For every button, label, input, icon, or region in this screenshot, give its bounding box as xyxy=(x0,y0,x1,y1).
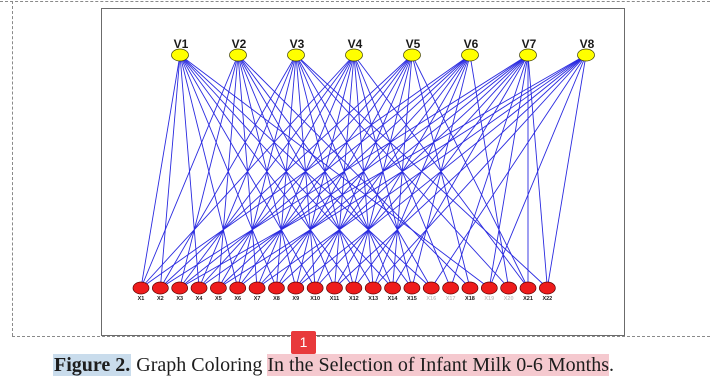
bottom-node-x10 xyxy=(306,281,324,295)
figure-caption: Figure 2. Graph Coloring In the Selectio… xyxy=(53,352,614,378)
top-node-v5 xyxy=(403,48,421,62)
figure-graph-frame: V1 V2 V3 V4 V5 V6 V7 V8 X1 X2 X3 X4 X5 X6 X7 X8 X9 X10 X11… xyxy=(101,8,625,336)
graph-edge xyxy=(546,54,587,289)
top-node-v1 xyxy=(171,48,189,62)
caption-highlighted-text[interactable]: In the Selection of Infant Milk 0-6 Mont… xyxy=(267,354,610,376)
graph-edge xyxy=(160,54,529,289)
top-node-v4 xyxy=(345,48,363,62)
bottom-node-x16 xyxy=(422,281,440,295)
bottom-node-x22 xyxy=(539,281,556,295)
bottom-node-label: X6 xyxy=(234,296,241,302)
top-node-v2 xyxy=(229,48,247,62)
figure-label: Figure 2. xyxy=(53,354,132,376)
bottom-node-label: X16 xyxy=(426,296,436,302)
bottom-node-label: X8 xyxy=(273,296,280,302)
graph-edge xyxy=(179,54,239,289)
bottom-node-x9 xyxy=(287,281,305,295)
caption-period: . xyxy=(609,354,615,376)
bottom-node-x5 xyxy=(210,281,227,295)
table-row-border xyxy=(12,336,710,337)
bottom-node-x3 xyxy=(171,281,189,295)
bottom-node-x11 xyxy=(326,281,343,295)
bottom-node-x4 xyxy=(190,281,208,295)
bottom-node-x20 xyxy=(500,281,517,295)
top-node-label: V4 xyxy=(348,37,363,51)
graph-edge xyxy=(488,54,587,289)
bottom-node-label: X7 xyxy=(254,296,261,302)
bottom-node-label: X4 xyxy=(196,296,204,302)
graph-edge xyxy=(295,54,587,289)
bottom-node-label: X21 xyxy=(523,296,533,302)
graph-edge xyxy=(140,54,471,289)
top-node-v7 xyxy=(519,48,537,62)
graph-edge xyxy=(411,54,529,289)
graph-edge xyxy=(334,54,587,289)
top-node-label: V7 xyxy=(522,37,537,51)
top-node-label: V8 xyxy=(580,37,595,51)
graph-edge xyxy=(430,54,587,289)
bottom-node-label: X15 xyxy=(407,296,417,302)
graph-edge xyxy=(256,54,587,289)
bottom-node-x15 xyxy=(403,281,421,295)
top-node-v3 xyxy=(287,48,305,62)
top-node-v6 xyxy=(461,48,479,62)
graph-coloring-diagram: V1 V2 V3 V4 V5 V6 V7 V8 X1 X2 X3 X4 X5 X6 X7 X8 X9 X10 X11… xyxy=(132,37,595,302)
graph-edge xyxy=(140,54,239,289)
bottom-node-label: X20 xyxy=(504,296,514,302)
bottom-node-x6 xyxy=(229,281,247,295)
top-node-label: V2 xyxy=(232,37,247,51)
annotation-badge[interactable]: 1 xyxy=(291,331,316,354)
graph-edge xyxy=(198,54,529,289)
bottom-node-label: X11 xyxy=(330,296,339,302)
graph-edge xyxy=(450,54,529,289)
graph-edge xyxy=(218,54,587,289)
bottom-node-label: X9 xyxy=(292,296,299,302)
bottom-node-label: X14 xyxy=(388,296,399,302)
page-top-rule xyxy=(0,1,710,2)
graph-edge xyxy=(237,54,471,289)
edge-group xyxy=(140,54,587,289)
bottom-node-x18 xyxy=(461,281,479,295)
bottom-node-label: X22 xyxy=(542,296,552,302)
graph-edge xyxy=(179,54,471,289)
graph-edge xyxy=(159,54,297,289)
bottom-node-label: X5 xyxy=(215,296,222,302)
graph-edge xyxy=(179,54,355,289)
bottom-node-x8 xyxy=(268,281,285,295)
bottom-node-x21 xyxy=(519,281,537,295)
top-node-label: V3 xyxy=(290,37,305,51)
bottom-node-x13 xyxy=(364,281,382,295)
bottom-node-label: X18 xyxy=(465,296,475,302)
top-node-v8 xyxy=(577,48,595,62)
bottom-node-x17 xyxy=(442,281,459,295)
bottom-node-x12 xyxy=(345,281,363,295)
bottom-node-label: X19 xyxy=(484,296,494,302)
bottom-node-x2 xyxy=(151,281,169,295)
bottom-node-label: X1 xyxy=(138,296,145,302)
bottom-node-label: X12 xyxy=(349,296,359,302)
caption-plain-text: Graph Coloring xyxy=(136,354,263,376)
bottom-node-x7 xyxy=(248,281,266,295)
graph-edge xyxy=(179,54,587,289)
graph-edge xyxy=(140,54,181,289)
bottom-node-label: X17 xyxy=(446,296,456,302)
bottom-node-label: X2 xyxy=(157,296,164,302)
bottom-node-label: X13 xyxy=(368,296,378,302)
bottom-node-label: X3 xyxy=(176,296,183,302)
graph-edge xyxy=(159,54,181,289)
table-left-border xyxy=(12,1,13,336)
bottom-node-x19 xyxy=(480,281,498,295)
bottom-node-label: X10 xyxy=(310,296,320,302)
graph-edge xyxy=(140,54,355,289)
bottom-node-x14 xyxy=(384,281,401,295)
top-node-label: V6 xyxy=(464,37,479,51)
graph-edge xyxy=(160,54,413,289)
graph-edge xyxy=(179,54,490,289)
bottom-node-x1 xyxy=(132,281,150,295)
top-node-label: V1 xyxy=(174,37,189,51)
top-node-label: V5 xyxy=(406,37,421,51)
graph-edge xyxy=(372,54,587,289)
